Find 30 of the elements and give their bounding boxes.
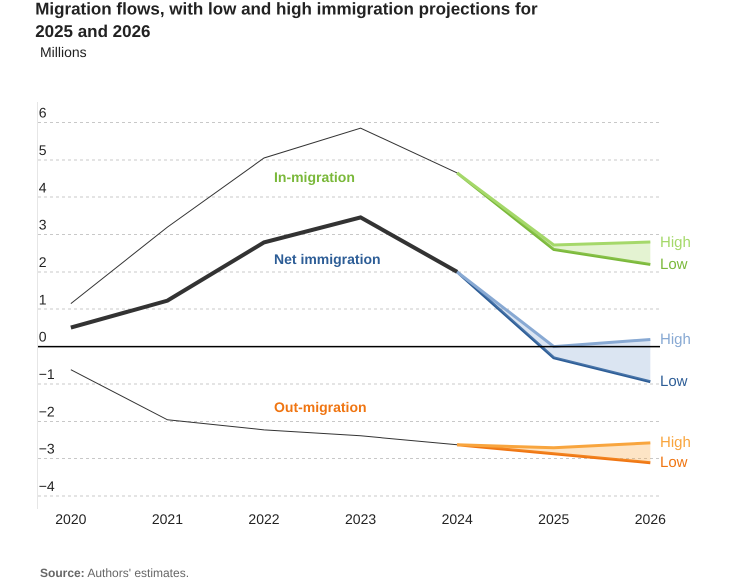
y-tick-label: 4	[38, 179, 47, 196]
y-tick-label: 0	[38, 328, 47, 345]
x-tick-label: 2021	[152, 511, 184, 527]
y-tick-label: −2	[38, 403, 55, 420]
series-label: Low	[660, 373, 688, 390]
chart-title: Migration flows, with low and high immigration projections for 2025 and 2026	[35, 0, 538, 41]
series-label: High	[660, 434, 691, 451]
x-tick-label: 2022	[248, 511, 280, 527]
y-tick-label: 3	[38, 216, 47, 233]
y-tick-label: 2	[38, 254, 47, 270]
series-label: Low	[660, 454, 688, 471]
x-tick-label: 2026	[634, 511, 666, 527]
x-tick-label: 2023	[345, 511, 376, 527]
x-tick-label: 2020	[55, 511, 87, 527]
y-axis-title: Millions	[40, 44, 87, 60]
annotation: In-migration	[274, 169, 355, 185]
series-label: Low	[660, 256, 688, 273]
y-tick-label: 6	[38, 104, 47, 121]
annotation: Net immigration	[274, 251, 381, 267]
annotation: Out-migration	[274, 399, 367, 415]
y-tick-label: −3	[38, 440, 55, 457]
y-tick-label: 1	[38, 291, 47, 308]
y-tick-label: −1	[38, 366, 55, 382]
series-label: High	[660, 331, 691, 348]
y-tick-label: 5	[38, 142, 47, 158]
source-note: Source: Authors' estimates.	[40, 566, 190, 580]
x-tick-label: 2025	[538, 511, 570, 527]
y-tick-label: −4	[38, 478, 55, 494]
series-label: High	[660, 234, 691, 251]
x-tick-label: 2024	[442, 511, 473, 527]
